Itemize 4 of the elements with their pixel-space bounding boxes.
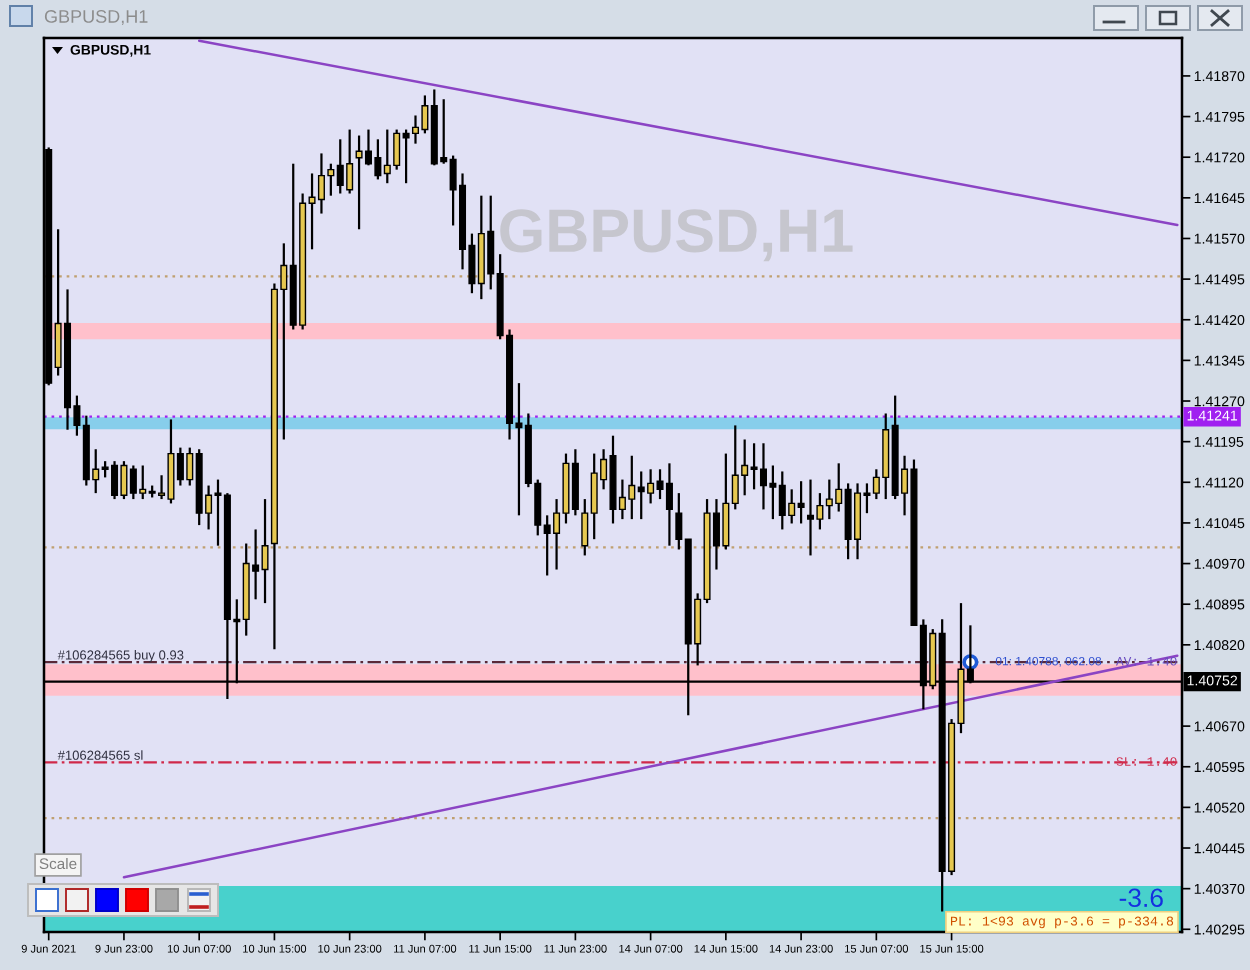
candlestick: [806, 478, 815, 557]
text: GBPUSD,H1: [44, 10, 148, 25]
candlestick: [665, 462, 673, 547]
annotation: -3.6: [1119, 888, 1163, 908]
